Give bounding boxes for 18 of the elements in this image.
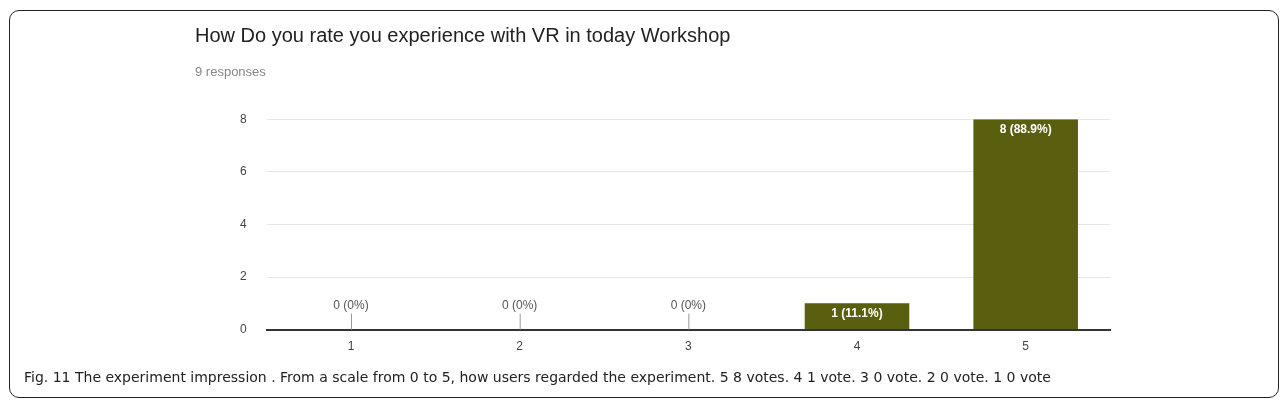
data-label: 0 (0%) [502,297,538,312]
x-tick-label: 1 [347,339,355,354]
data-label: 0 (0%) [333,297,369,312]
y-tick-label: 6 [239,164,247,179]
data-label: 0 (0%) [670,297,707,312]
data-label: 8 (88.9%) [999,121,1052,136]
chart-subtitle: 9 responses [195,64,266,79]
data-label: 1 (11.1%) [831,305,883,320]
y-tick-label: 2 [239,269,247,284]
caption: Fig. 11 The experiment impression . From a scale from 0 to 5, how users regarded the experiment. 5 8 votes. 4 1 vote. 3 0 vote. 2 0 vote. 1 0 vote [24,369,1051,385]
y-tick-label: 8 [239,111,247,126]
y-tick-label: 4 [239,216,247,231]
chart-title: How Do you rate you experience with VR in today Workshop [195,24,731,47]
x-tick-label: 5 [1022,339,1030,354]
x-tick-label: 4 [853,339,861,354]
x-tick-label: 3 [684,339,692,354]
y-tick-label: 0 [239,321,247,336]
x-tick-label: 2 [516,339,524,354]
